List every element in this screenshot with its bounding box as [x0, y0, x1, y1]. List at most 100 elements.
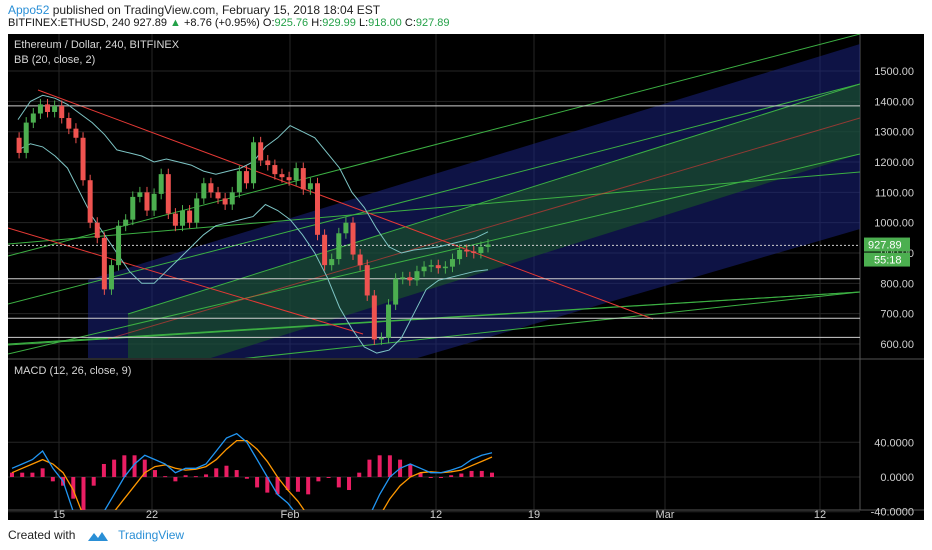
high-label: H:	[311, 17, 323, 29]
macd-line	[11, 432, 493, 510]
candle-body-49	[357, 254, 363, 266]
macd-title: MACD (12, 26, close, 9)	[14, 365, 131, 377]
open-value: 925.76	[274, 17, 309, 29]
candle-body-23	[172, 213, 178, 226]
up-arrow-icon: ▲	[170, 17, 181, 29]
candle-body-44	[322, 234, 328, 266]
candle-body-46	[336, 233, 342, 260]
bb-indicator-label: BB (20, close, 2)	[14, 54, 95, 66]
chart-area[interactable]: 1500.00 1400.00 1300.00 1200.00 1100.00 1000.…	[8, 34, 924, 520]
time-tick-label: 22	[146, 509, 158, 520]
candle-body-63	[457, 249, 463, 260]
candle-body-43	[314, 183, 320, 235]
macd-histogram-bar-1	[20, 472, 25, 477]
macd-histogram-bar-13	[142, 459, 147, 477]
macd-histogram-bar-32	[336, 477, 341, 488]
chart-svg[interactable]: 1500.00 1400.00 1300.00 1200.00 1100.00 1000.…	[8, 34, 924, 520]
close-label: C:	[404, 17, 416, 29]
candle-body-22	[165, 174, 171, 214]
macd-histogram-bar-27	[285, 477, 290, 491]
change-value: +8.76 (+0.95%)	[184, 17, 260, 29]
low-value: 918.00	[368, 17, 402, 29]
macd-histogram-bar-8	[91, 477, 96, 486]
green-channel-line-5	[127, 83, 860, 315]
green-channel-line-4	[8, 153, 860, 355]
candle-body-17	[130, 196, 136, 220]
candle-body-11	[87, 180, 93, 223]
price-tick-label: 700.00	[880, 309, 914, 321]
macd-histogram-bar-11	[122, 455, 127, 477]
candle-body-12	[94, 222, 100, 238]
macd-histogram-bar-44	[459, 473, 464, 477]
candle-body-8	[66, 118, 72, 129]
candle-body-56	[407, 277, 413, 281]
candle-body-54	[393, 278, 399, 305]
candle-body-26	[194, 198, 200, 223]
countdown-label: 55:18	[874, 255, 902, 267]
candle-body-53	[386, 304, 392, 338]
time-tick-label: 12	[814, 509, 826, 520]
candle-body-30	[222, 198, 228, 205]
macd-histogram-bar-20	[214, 468, 219, 477]
high-value: 929.99	[322, 17, 356, 29]
published-text: published on TradingView.com, February 1…	[52, 3, 381, 17]
macd-histogram-bar-33	[347, 477, 352, 491]
price-tick-label: 1400.00	[874, 96, 914, 108]
candle-body-7	[59, 105, 65, 119]
candle-body-33	[243, 171, 249, 184]
green-channel-line-2	[8, 171, 860, 245]
candle-body-61	[442, 266, 448, 269]
author-link[interactable]: Appo52	[8, 3, 50, 17]
green-channel-line-1	[8, 83, 860, 305]
candle-body-21	[158, 174, 164, 194]
macd-histogram-bar-18	[193, 476, 198, 478]
candle-body-51	[371, 295, 377, 340]
macd-histogram-bar-7	[81, 477, 86, 510]
candle-body-34	[251, 142, 257, 184]
macd-histogram-bar-37	[387, 455, 392, 477]
time-tick-label: 15	[53, 509, 65, 520]
candle-body-36	[265, 160, 271, 166]
candle-body-35	[258, 142, 264, 161]
macd-histogram-bar-45	[469, 470, 474, 477]
candle-body-25	[187, 210, 193, 223]
candle-body-31	[229, 192, 235, 205]
macd-histogram-bar-28	[295, 477, 300, 492]
macd-histogram-bar-14	[152, 470, 157, 477]
candle-body-13	[101, 237, 107, 290]
macd-histogram-bar-47	[490, 472, 494, 477]
candle-body-47	[343, 222, 349, 234]
candle-body-16	[123, 219, 129, 226]
time-tick-label: 12	[430, 509, 442, 520]
candle-body-39	[286, 177, 292, 181]
macd-signal-line	[11, 439, 493, 510]
macd-histogram-bar-34	[357, 472, 362, 477]
macd-histogram-bar-4	[50, 477, 55, 482]
candle-body-67	[485, 244, 491, 247]
macd-histogram-bar-12	[132, 455, 137, 477]
green-channel-line-6	[244, 291, 860, 358]
candle-body-6	[52, 105, 58, 112]
macd-histogram-bar-17	[183, 475, 188, 477]
price-tick-label: 1100.00	[875, 187, 914, 199]
tradingview-brand[interactable]: TradingView	[118, 528, 185, 542]
macd-histogram-bar-22	[234, 470, 239, 477]
macd-histogram-bar-40	[418, 472, 423, 477]
macd-histogram-bar-15	[163, 476, 168, 478]
candle-body-4	[37, 104, 43, 114]
macd-histogram-bar-46	[479, 470, 484, 477]
macd-histogram-bar-16	[173, 477, 178, 482]
macd-histogram-bar-41	[428, 477, 433, 478]
candle-body-60	[435, 265, 441, 269]
green-channel-line-0	[8, 34, 860, 257]
candle-body-65	[471, 251, 477, 254]
candle-body-19	[144, 192, 150, 211]
candle-body-66	[478, 246, 484, 254]
last-price: 927.89	[133, 17, 167, 29]
macd-histogram-bar-29	[306, 477, 311, 495]
macd-histogram-bar-30	[316, 477, 321, 482]
candle-body-3	[30, 113, 36, 123]
candle-body-64	[464, 249, 470, 252]
candle-body-62	[449, 259, 455, 267]
footer: Created with TradingView	[8, 528, 184, 542]
